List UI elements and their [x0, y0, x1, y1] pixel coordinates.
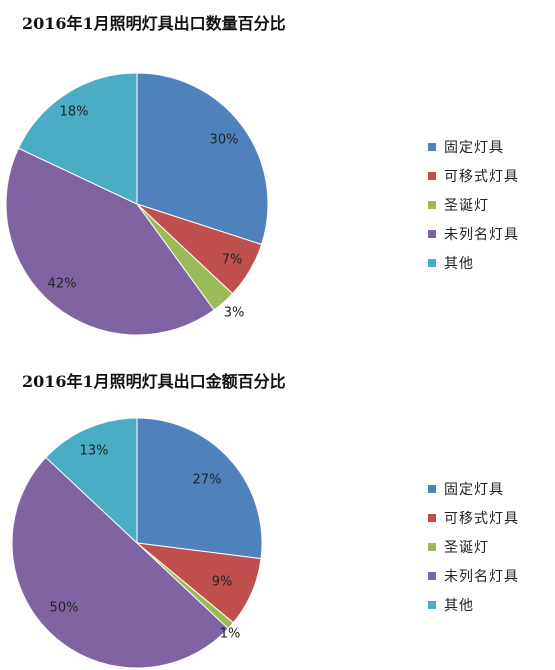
legend-item: 可移式灯具 [428, 161, 519, 190]
legend: 固定灯具 可移式灯具 圣诞灯 未列名灯具 其他 [428, 474, 519, 619]
legend-item: 圣诞灯 [428, 532, 519, 561]
legend-item: 圣诞灯 [428, 190, 519, 219]
data-label: 18% [60, 105, 89, 120]
data-label: 13% [80, 444, 109, 459]
legend-label: 固定灯具 [444, 481, 504, 498]
legend-label: 固定灯具 [444, 139, 504, 156]
data-label: 7% [222, 253, 243, 268]
chart-title: 2016年1月照明灯具出口数量百分比 [22, 14, 286, 33]
legend-swatch [428, 200, 436, 209]
data-label: 30% [210, 133, 239, 148]
pie-slice [17, 72, 138, 205]
legend-item: 固定灯具 [428, 474, 519, 503]
data-label: 1% [220, 627, 241, 642]
legend-label: 其他 [444, 597, 474, 614]
data-label: 9% [212, 575, 233, 590]
chart-title: 2016年1月照明灯具出口金额百分比 [22, 372, 286, 391]
legend: 固定灯具 可移式灯具 圣诞灯 未列名灯具 其他 [428, 132, 519, 277]
pie-plot: 30% 7% 3% 42% 18% [5, 72, 269, 336]
legend-label: 圣诞灯 [444, 539, 489, 556]
legend-item: 未列名灯具 [428, 219, 519, 248]
pie-slice [11, 456, 229, 669]
legend-label: 圣诞灯 [444, 197, 489, 214]
legend-swatch [428, 513, 436, 522]
legend-swatch [428, 229, 436, 238]
pie-slice [45, 417, 138, 545]
data-label: 27% [193, 473, 222, 488]
legend-swatch [428, 171, 436, 180]
legend-item: 固定灯具 [428, 132, 519, 161]
legend-swatch [428, 542, 436, 551]
data-label: 50% [50, 601, 79, 616]
legend-swatch [428, 571, 436, 580]
legend-label: 未列名灯具 [444, 568, 519, 585]
pie-slice [136, 72, 269, 246]
legend-label: 可移式灯具 [444, 168, 519, 185]
legend-item: 可移式灯具 [428, 503, 519, 532]
legend-item: 其他 [428, 590, 519, 619]
legend-swatch [428, 484, 436, 493]
legend-item: 其他 [428, 248, 519, 277]
legend-label: 其他 [444, 255, 474, 272]
pie-chart-value: 2016年1月照明灯具出口金额百分比 27% 9% 1% 50% 13% 固定灯具 可移… [0, 340, 555, 670]
legend-item: 未列名灯具 [428, 561, 519, 590]
data-label: 3% [224, 306, 245, 321]
legend-label: 可移式灯具 [444, 510, 519, 527]
legend-swatch [428, 258, 436, 267]
pie-plot: 27% 9% 1% 50% 13% [11, 417, 263, 669]
pie-slice [5, 147, 215, 336]
legend-swatch [428, 142, 436, 151]
data-label: 42% [48, 277, 77, 292]
legend-swatch [428, 600, 436, 609]
pie-chart-quantity: 2016年1月照明灯具出口数量百分比 30% 7% 3% 42% 18% 固定灯具 可移… [5, 14, 519, 336]
pie-slice [136, 417, 263, 560]
legend-label: 未列名灯具 [444, 226, 519, 243]
